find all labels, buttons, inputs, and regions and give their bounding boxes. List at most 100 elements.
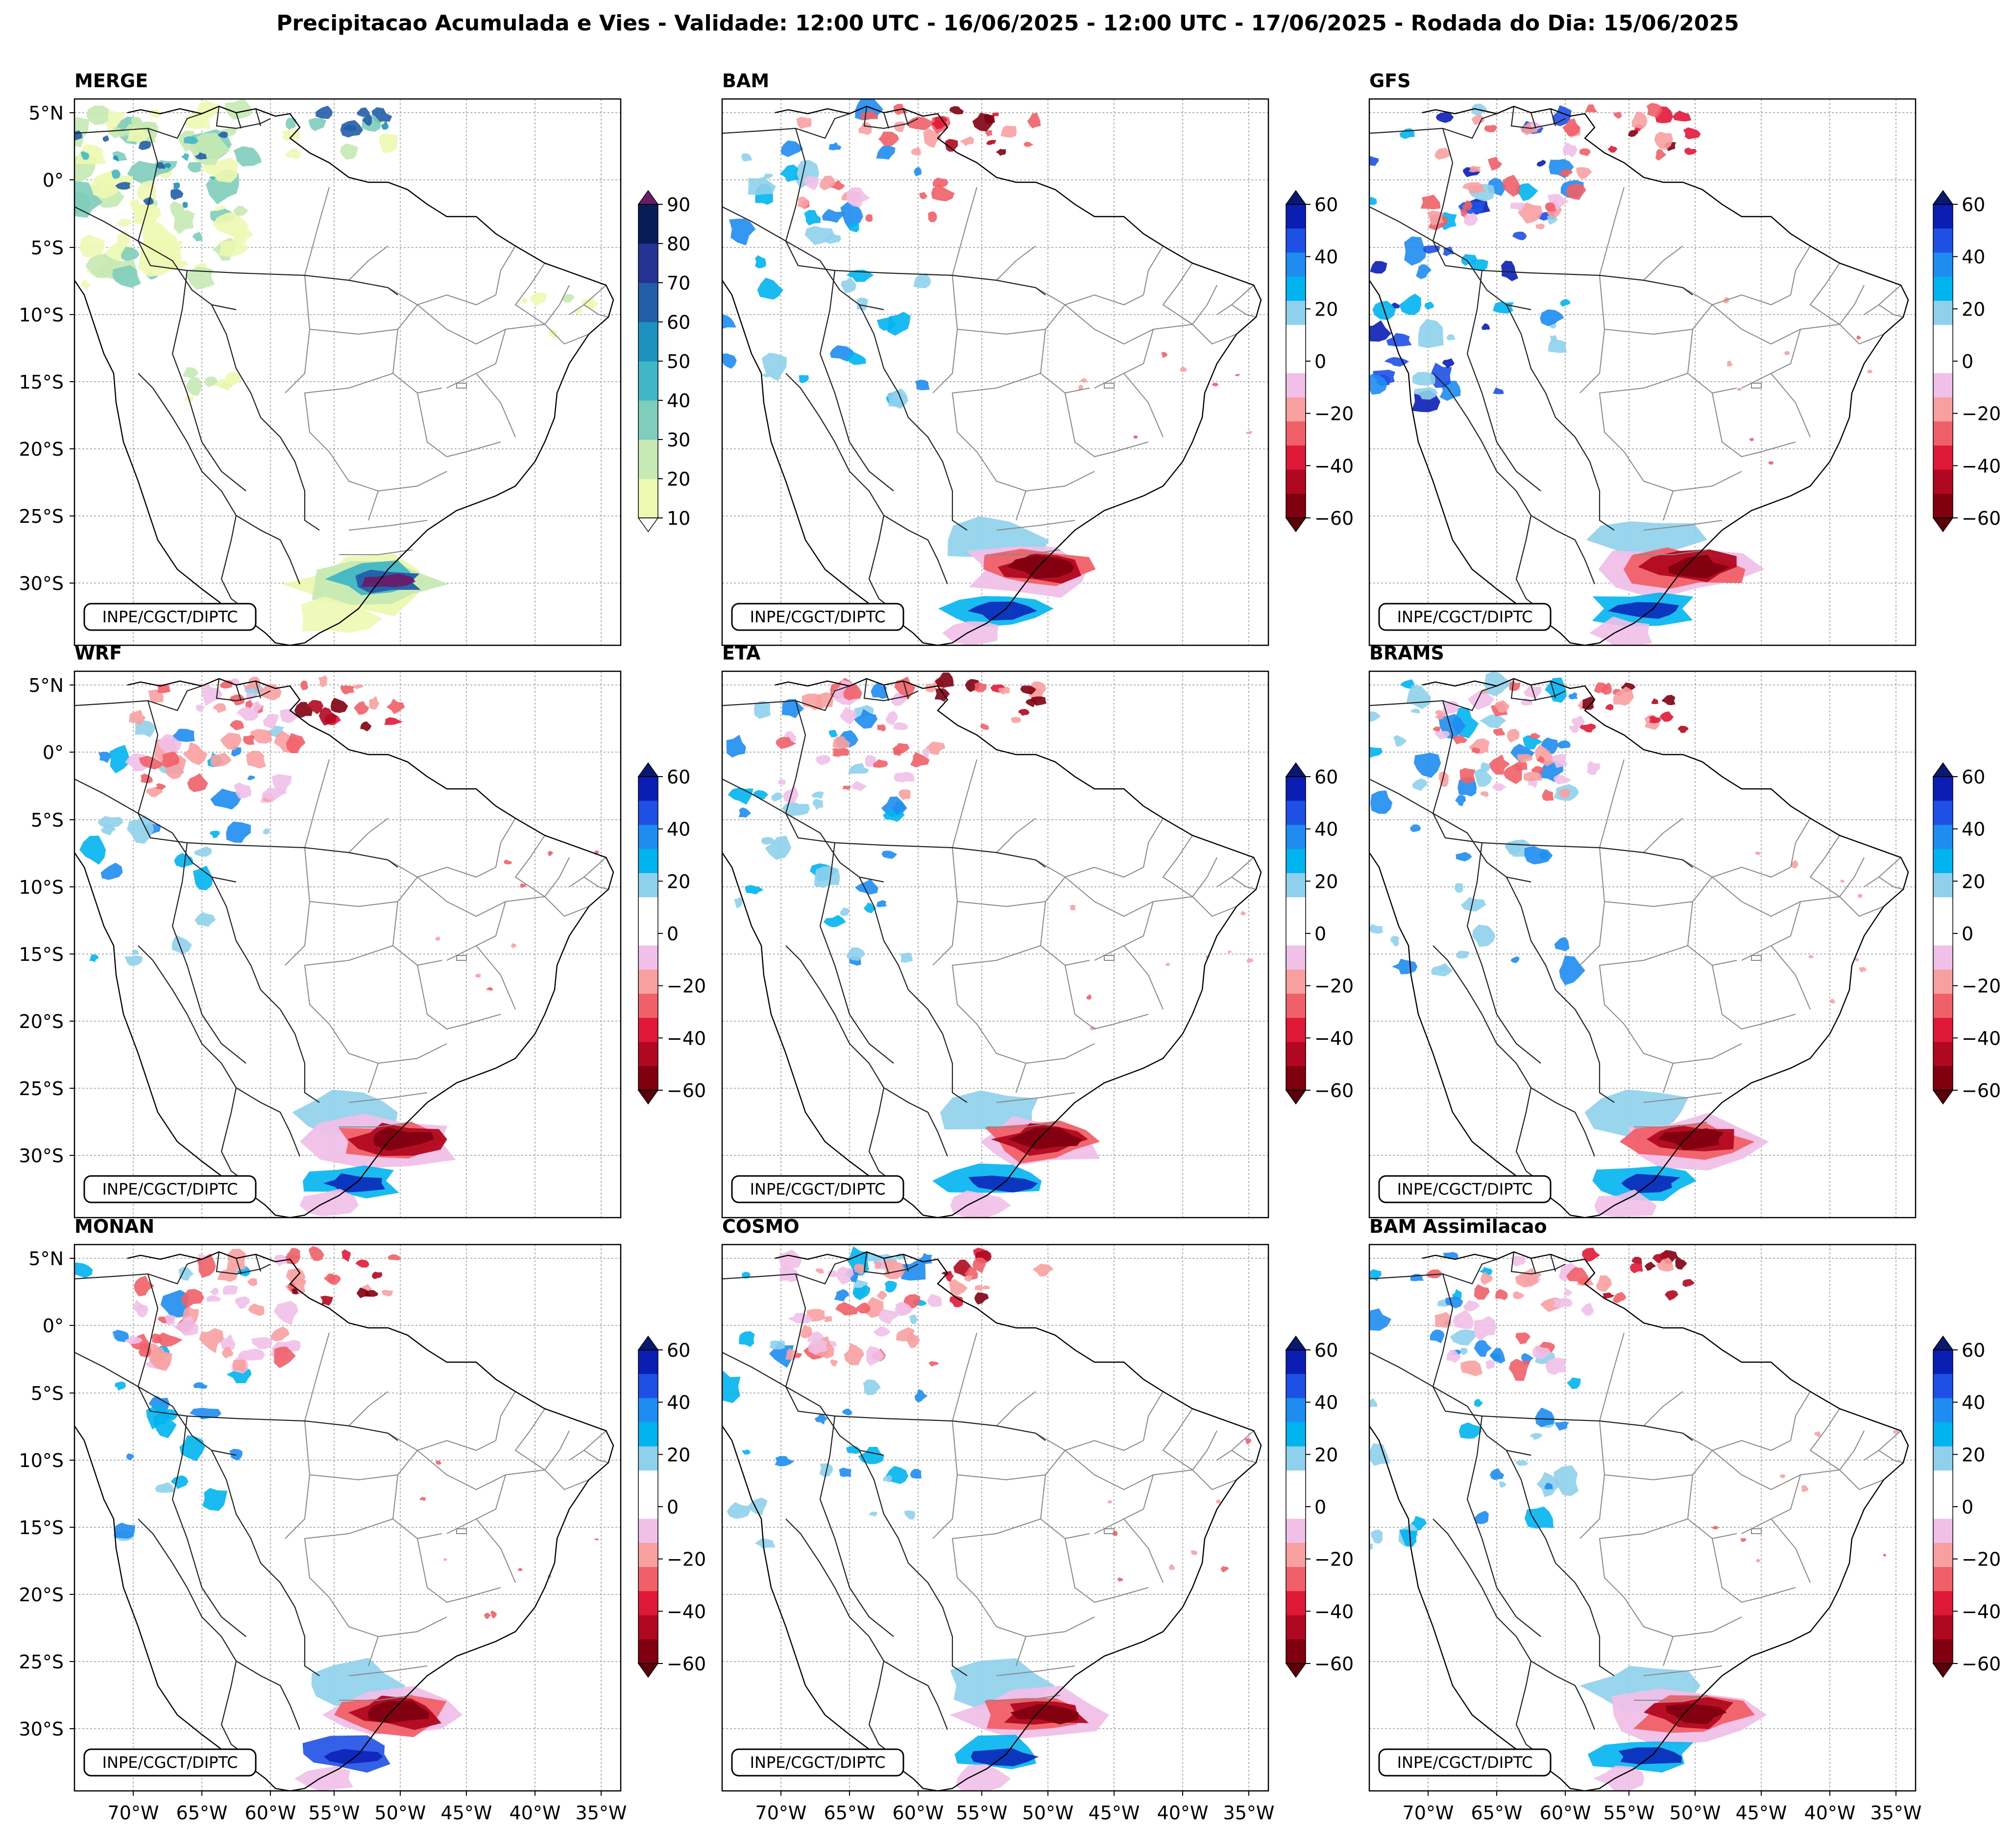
lon-tick-label: 65°W [824, 1802, 875, 1824]
precip-field [876, 146, 896, 160]
precip-field [787, 1313, 812, 1324]
lon-tick-label: 55°W [1603, 1802, 1655, 1824]
precip-field [765, 835, 792, 860]
precip-field [895, 1303, 912, 1315]
precip-field [722, 314, 736, 329]
precip-field [1410, 824, 1421, 832]
field-layer [74, 1246, 599, 1791]
panel-title: BAM [722, 70, 769, 92]
precip-field [1433, 726, 1440, 732]
colorbar-tick-label: −60 [1962, 1080, 2001, 1101]
precip-field [1480, 762, 1491, 772]
precip-field [1613, 686, 1634, 706]
precip-field [1607, 145, 1618, 153]
precip-field [1414, 753, 1441, 778]
colorbar-under-arrow [1285, 1090, 1307, 1105]
colorbar-segment [1286, 1518, 1306, 1543]
map-frame [73, 1244, 622, 1792]
precip-field [910, 752, 930, 768]
precip-field [1755, 852, 1761, 855]
precip-field [218, 131, 228, 138]
precip-field [520, 298, 528, 303]
precip-field [131, 950, 139, 955]
lat-tick-label: 20°S [19, 1011, 64, 1032]
precip-field [115, 182, 131, 190]
colorbar-tick-label: −40 [1314, 1027, 1354, 1049]
precip-field [726, 734, 746, 758]
precip-field [206, 1295, 222, 1302]
precip-field [1668, 555, 1730, 579]
precip-field [1032, 1264, 1054, 1277]
colorbar-segment [638, 322, 658, 362]
colorbar-segment [1286, 1494, 1306, 1519]
precip-field [1562, 142, 1578, 158]
precip-field [1629, 1263, 1643, 1273]
precip-field [1576, 167, 1592, 179]
precip-field [1086, 994, 1092, 1000]
precip-field [873, 759, 888, 768]
precip-field [893, 772, 915, 783]
precip-field [1513, 1291, 1524, 1299]
colorbar-segment [1933, 1615, 1953, 1640]
precip-field [853, 709, 877, 729]
precip-field [932, 177, 948, 188]
precip-field [1456, 852, 1472, 861]
lon-tick-label: 50°W [375, 1802, 426, 1824]
precip-field [132, 1299, 145, 1312]
precip-field [729, 219, 756, 245]
precip-field [764, 173, 774, 179]
colorbar-segment [1286, 300, 1306, 325]
precip-field [794, 1353, 802, 1358]
precip-field [1369, 711, 1381, 722]
precip-field [1161, 352, 1167, 358]
precip-field [173, 1316, 198, 1336]
precip-field [186, 377, 202, 396]
colorbar: 60 40 20 0 −20 −40 −60 [1285, 1335, 1354, 1678]
colorbar-segment [1933, 228, 1953, 253]
lon-tick-label: 50°W [1022, 1802, 1074, 1824]
precip-field [178, 1267, 194, 1281]
precip-field [1607, 602, 1679, 619]
colorbar-segment [1286, 276, 1306, 301]
colorbar-segment [638, 400, 658, 440]
precip-field [1404, 236, 1427, 266]
precip-field [873, 1326, 891, 1337]
colorbar-segment [1286, 445, 1306, 470]
colorbar-segment [638, 1494, 658, 1519]
panel-title: COSMO [722, 1216, 800, 1237]
colorbar-segment [1933, 373, 1953, 398]
precip-field [1456, 951, 1470, 959]
precip-field [814, 866, 840, 888]
precip-field [209, 1287, 219, 1295]
precip-field [1594, 1189, 1657, 1217]
precip-field [1216, 1499, 1221, 1504]
colorbar-segment [1286, 325, 1306, 349]
field-layer [1369, 103, 1872, 645]
lon-tick-label: 50°W [1670, 1802, 1721, 1824]
map-area [74, 1245, 621, 1791]
precip-field [1542, 789, 1554, 801]
precip-field [1618, 1747, 1682, 1764]
colorbar-segment [638, 1567, 658, 1591]
map-panel-bam: BAM INPE/CGCT/DIPTC 60 40 20 0 −20 −40 −60 [721, 70, 1354, 646]
precip-field [186, 267, 215, 290]
colorbar-tick-label: −40 [667, 1601, 706, 1622]
lat-tick-label: 30°S [19, 1718, 64, 1740]
map-area [722, 671, 1268, 1218]
precip-field [1540, 309, 1564, 326]
precip-field [1682, 1279, 1695, 1287]
precip-field [754, 701, 771, 719]
panel-title: BRAMS [1369, 642, 1444, 664]
precip-field [356, 1287, 371, 1298]
map-panel-merge: MERGE INPE/CGCT/DIPTC 5°N 0° 5°S 10°S 15°S 20°S… [19, 70, 690, 646]
colorbar-segment [1933, 493, 1953, 518]
precip-field [812, 798, 824, 810]
precip-field [883, 1259, 906, 1279]
precip-field [1393, 735, 1407, 747]
precip-field [1412, 372, 1435, 386]
colorbar-segment [1286, 349, 1306, 374]
precip-field [1857, 894, 1863, 898]
precip-field [436, 1460, 441, 1465]
colorbar-segment [1933, 969, 1953, 994]
precip-field [238, 1348, 265, 1361]
